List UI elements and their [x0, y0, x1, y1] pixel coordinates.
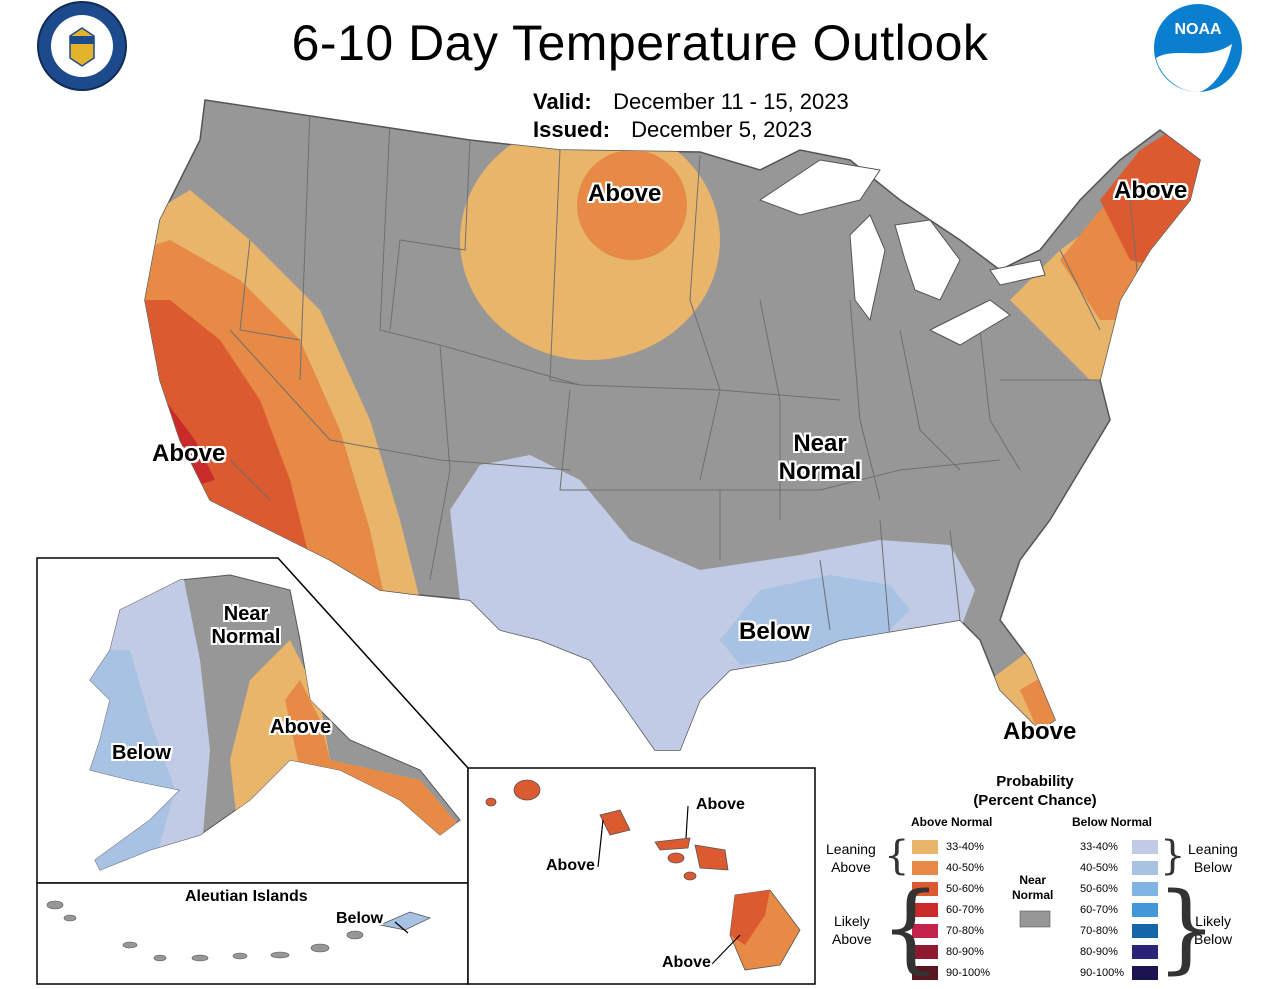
legend-below-label-3: 60-70%: [1080, 904, 1118, 916]
noaa-logo-text: NOAA: [1174, 21, 1222, 38]
legend-above-label-4: 70-80%: [946, 925, 984, 937]
label-alaska-below: Below: [112, 742, 171, 764]
legend-below-label-2: 50-60%: [1080, 883, 1118, 895]
legend-below-label-1: 40-50%: [1080, 862, 1118, 874]
label-hawaii-above-3: Above: [662, 954, 711, 971]
legend-above-swatch-5: [912, 945, 938, 959]
label-alaska-near-normal: Near Normal: [211, 603, 281, 648]
legend-below-swatch-4: [1132, 924, 1158, 938]
legend-below-label-4: 70-80%: [1080, 925, 1118, 937]
noaa-logo-icon: NOAA: [1154, 4, 1242, 92]
valid-label: Valid:: [533, 89, 592, 114]
legend-above-swatch-6: [912, 966, 938, 980]
aleutian-inset: [36, 882, 469, 985]
brace-leaning-above-icon: {: [884, 833, 910, 879]
legend-title: Probability (Percent Chance): [973, 773, 1097, 809]
legend-above-swatch-2: [912, 882, 938, 896]
great-lakes: [758, 159, 1046, 346]
brace-leaning-below-icon: }: [1160, 833, 1186, 879]
state-borders: [229, 109, 1141, 641]
legend-below-swatch-2: [1132, 882, 1158, 896]
valid-value: December 11 - 15, 2023: [613, 89, 849, 114]
legend-above-swatch-4: [912, 924, 938, 938]
plains-above-40-50: [577, 150, 687, 260]
date-block: Valid: December 11 - 15, 2023 Issued: De…: [533, 88, 849, 144]
issued-value: December 5, 2023: [631, 117, 813, 142]
legend-above-label-3: 60-70%: [946, 904, 984, 916]
label-gulf-below: Below: [739, 618, 810, 645]
legend-below-label-5: 80-90%: [1080, 946, 1118, 958]
label-central-near-normal: Near Normal: [778, 430, 862, 485]
page-title: 6-10 Day Temperature Outlook: [291, 15, 989, 71]
legend-above-label-5: 80-90%: [946, 946, 984, 958]
legend-below-label-6: 90-100%: [1080, 967, 1125, 979]
legend-below-swatch-5: [1132, 945, 1158, 959]
brace-likely-above-icon: {: [880, 872, 942, 984]
legend-above-swatch-3: [912, 903, 938, 917]
brace-likely-below-icon: }: [1156, 872, 1218, 984]
legend-likely-below: Likely Below: [1194, 913, 1233, 947]
legend-above-label-2: 50-60%: [946, 883, 984, 895]
legend-above-label-6: 90-100%: [946, 967, 991, 979]
legend-above-swatch-0: [912, 840, 938, 854]
legend-above-label-1: 40-50%: [946, 862, 984, 874]
commerce-seal-icon: [37, 1, 127, 91]
label-west-above: Above: [152, 440, 226, 467]
legend-near-normal: Near Normal: [1012, 873, 1054, 902]
legend-below-swatch-1: [1132, 861, 1158, 875]
label-hawaii-above-2: Above: [546, 857, 595, 874]
aleutian-title: Aleutian Islands: [185, 888, 308, 905]
label-ne-above: Above: [1114, 177, 1188, 204]
label-alaska-above: Above: [270, 716, 332, 738]
legend-above-label-0: 33-40%: [946, 841, 984, 853]
legend-below-swatch-0: [1132, 840, 1158, 854]
legend-above-swatch-1: [912, 861, 938, 875]
legend-above-header: Above Normal: [911, 815, 993, 829]
legend-below-label-0: 33-40%: [1080, 841, 1118, 853]
hawaii-inset: [394, 767, 816, 985]
issued-label: Issued:: [533, 117, 611, 142]
legend-below-header: Below Normal: [1072, 815, 1153, 829]
label-plains-above: Above: [588, 180, 662, 207]
south-below-33-40: [450, 455, 975, 750]
near-normal-swatch: [1019, 910, 1051, 928]
legend-below-swatch-3: [1132, 903, 1158, 917]
label-florida-above: Above: [1003, 718, 1077, 745]
legend-likely-above: Likely Above: [832, 913, 872, 947]
legend-below-swatch-6: [1132, 966, 1158, 980]
label-hawaii-above-1: Above: [696, 796, 745, 813]
label-aleutian-below: Below: [336, 910, 384, 927]
legend-leaning-below: Leaning Below: [1188, 841, 1238, 875]
legend-leaning-above: Leaning Above: [826, 841, 876, 875]
alaska-inset: [36, 557, 469, 884]
